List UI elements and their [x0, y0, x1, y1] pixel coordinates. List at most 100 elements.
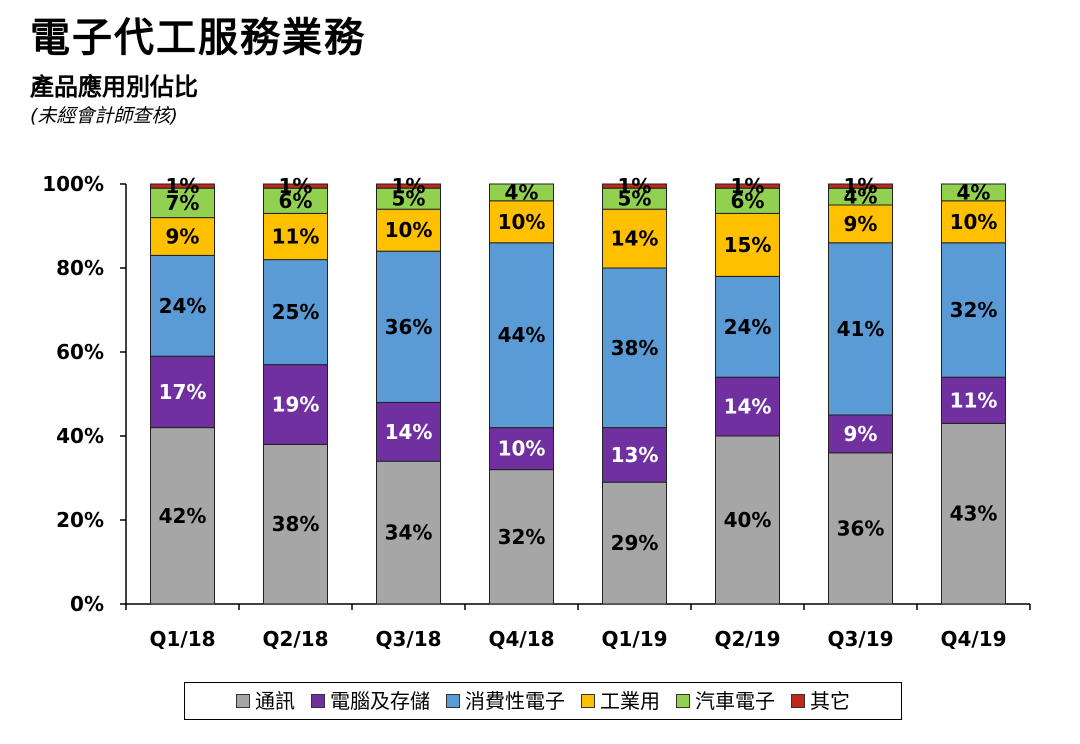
bar-segment [376, 460, 441, 605]
data-label: 5% [618, 187, 652, 211]
x-tick-label: Q2/19 [714, 627, 780, 651]
legend-item: 通訊 [236, 690, 295, 712]
bar-segment [263, 364, 328, 445]
x-tick-label: Q1/18 [149, 627, 215, 651]
bar-segment [715, 275, 780, 378]
x-tick-label: Q3/19 [827, 627, 893, 651]
chart-legend: 通訊 電腦及存儲 消費性電子 工業用 汽車電子 其它 [184, 682, 902, 720]
legend-item: 工業用 [581, 690, 660, 712]
bar-segment [602, 183, 667, 189]
y-tick-label: 100% [42, 172, 104, 196]
legend-label: 汽車電子 [695, 689, 775, 713]
data-label: 7% [166, 191, 200, 215]
legend-item: 電腦及存儲 [311, 690, 430, 712]
data-label: 40% [724, 508, 772, 532]
legend-label: 工業用 [600, 689, 660, 713]
legend-label: 通訊 [255, 689, 295, 713]
bar-segment [715, 187, 780, 214]
page-title: 電子代工服務業務 [30, 15, 366, 61]
x-tick-label: Q4/19 [940, 627, 1006, 651]
data-label: 32% [498, 525, 546, 549]
data-label: 1% [844, 174, 878, 198]
data-label: 14% [385, 420, 433, 444]
legend-swatch [791, 694, 805, 708]
bar-segment [602, 267, 667, 429]
data-label: 6% [731, 189, 765, 213]
data-label: 9% [844, 422, 878, 446]
bar-segment [376, 183, 441, 189]
bar-segment [263, 183, 328, 189]
data-label: 1% [618, 174, 652, 198]
bar-segment [150, 355, 215, 429]
data-label: 5% [392, 187, 426, 211]
data-label: 14% [724, 395, 772, 419]
data-label: 9% [844, 212, 878, 236]
bar-segment [376, 250, 441, 403]
bar-segment [602, 208, 667, 269]
y-tick-label: 20% [56, 508, 104, 532]
data-label: 13% [611, 443, 659, 467]
bar-segment [941, 242, 1006, 378]
legend-label: 其它 [810, 689, 850, 713]
data-label: 25% [272, 300, 320, 324]
data-label: 9% [166, 225, 200, 249]
y-tick-label: 80% [56, 256, 104, 280]
data-label: 44% [498, 323, 546, 347]
legend-swatch [446, 694, 460, 708]
legend-swatch [581, 694, 595, 708]
data-label: 10% [498, 210, 546, 234]
bar-segment [602, 427, 667, 483]
data-label: 1% [731, 174, 765, 198]
data-label: 10% [950, 210, 998, 234]
data-label: 38% [611, 336, 659, 360]
data-label: 10% [385, 218, 433, 242]
bar-segment [263, 187, 328, 214]
bar-segment [489, 469, 554, 605]
data-label: 36% [837, 516, 885, 540]
audit-note: (未經會計師查核) [30, 105, 178, 127]
bar-segment [941, 422, 1006, 605]
data-label: 24% [724, 315, 772, 339]
legend-swatch [311, 694, 325, 708]
y-tick-label: 40% [56, 424, 104, 448]
data-label: 29% [611, 531, 659, 555]
legend-item: 汽車電子 [676, 690, 775, 712]
bar-segment [263, 443, 328, 605]
bar-segment [263, 259, 328, 366]
bar-segment [263, 212, 328, 261]
bar-segment [941, 183, 1006, 202]
bar-segment [376, 208, 441, 252]
bar-segment [941, 376, 1006, 424]
data-label: 1% [392, 174, 426, 198]
data-label: 34% [385, 521, 433, 545]
data-label: 14% [611, 227, 659, 251]
data-label: 10% [498, 437, 546, 461]
legend-swatch [676, 694, 690, 708]
data-label: 4% [505, 180, 539, 204]
y-tick-label: 60% [56, 340, 104, 364]
data-label: 36% [385, 315, 433, 339]
data-label: 1% [166, 174, 200, 198]
data-label: 43% [950, 502, 998, 526]
bar-segment [715, 183, 780, 189]
x-tick-label: Q1/19 [601, 627, 667, 651]
data-label: 24% [159, 294, 207, 318]
legend-label: 消費性電子 [465, 689, 565, 713]
data-label: 1% [279, 174, 313, 198]
data-label: 4% [957, 180, 991, 204]
data-label: 38% [272, 512, 320, 536]
bar-segment [715, 435, 780, 605]
bar-segment [602, 481, 667, 605]
x-tick-label: Q4/18 [488, 627, 554, 651]
bar-segment [376, 401, 441, 462]
bar-segment [941, 200, 1006, 244]
data-label: 11% [950, 388, 998, 412]
y-tick-label: 0% [70, 592, 104, 616]
legend-item: 其它 [791, 690, 850, 712]
data-label: 19% [272, 393, 320, 417]
bar-segment [150, 254, 215, 357]
x-tick-label: Q2/18 [262, 627, 328, 651]
bar-segment [489, 427, 554, 471]
x-tick-label: Q3/18 [375, 627, 441, 651]
legend-swatch [236, 694, 250, 708]
